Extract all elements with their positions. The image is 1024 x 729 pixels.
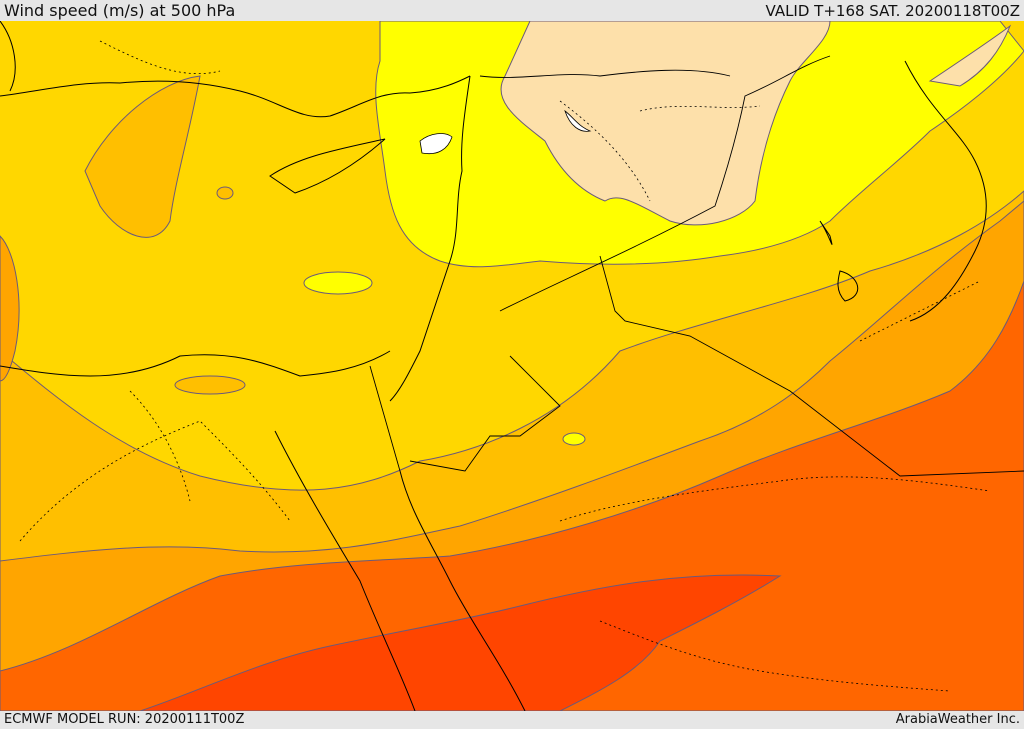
band-yellow-blob-2 <box>562 432 586 446</box>
band-red-orange <box>139 574 782 711</box>
coastlines <box>0 21 987 711</box>
wind-speed-map[interactable] <box>0 21 1024 711</box>
band-amber-blob-2 <box>216 186 234 200</box>
lake <box>419 133 453 155</box>
band-amber-blob <box>174 375 246 395</box>
model-run-label: ECMWF MODEL RUN: 20200111T00Z <box>4 712 245 727</box>
band-lightest <box>500 21 831 226</box>
band-orange-left <box>0 235 20 382</box>
band-amber-west <box>84 75 201 238</box>
map-title: Wind speed (m/s) at 500 hPa <box>4 1 236 20</box>
band-yellow-blob <box>303 271 373 295</box>
band-lightest-ne <box>928 24 1012 87</box>
valid-time-label: VALID T+168 SAT. 20200118T00Z <box>765 2 1020 20</box>
map-header: Wind speed (m/s) at 500 hPa VALID T+168 … <box>0 0 1024 21</box>
band-dark-orange <box>0 280 1024 711</box>
admin-boundaries <box>19 40 991 692</box>
credit-label: ArabiaWeather Inc. <box>895 712 1020 727</box>
country-borders <box>369 55 1024 477</box>
map-footer: ECMWF MODEL RUN: 20200111T00Z ArabiaWeat… <box>0 711 1024 729</box>
lake-2 <box>564 109 592 132</box>
